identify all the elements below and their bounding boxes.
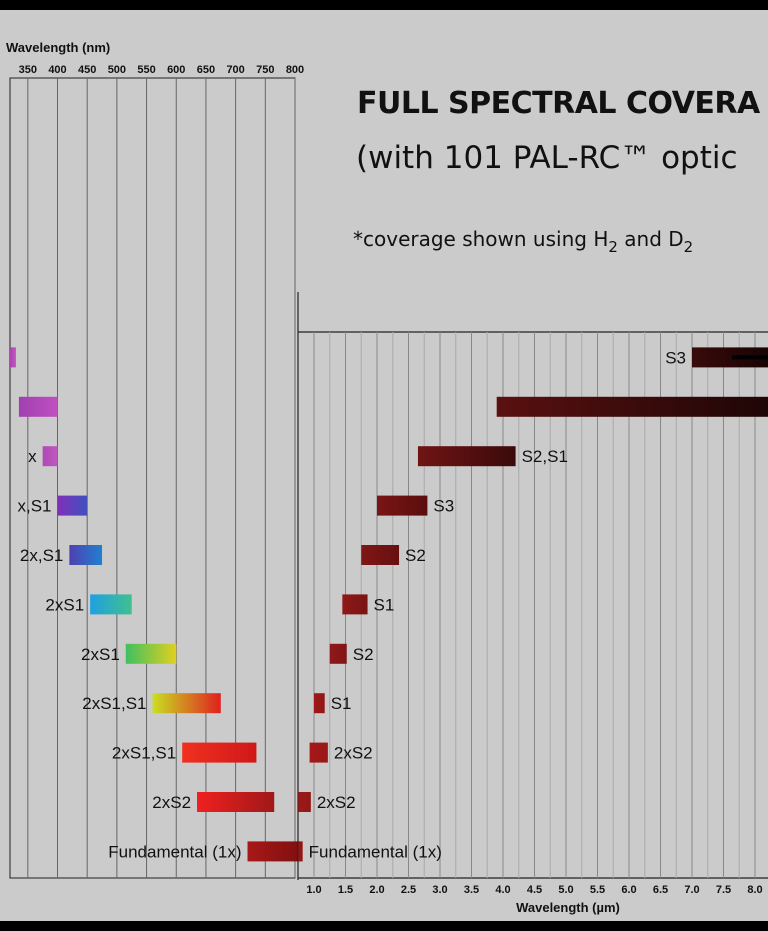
um-bar-4 <box>361 545 400 565</box>
um-bar-label: S2 <box>353 645 374 664</box>
um-tick-label: 2.5 <box>401 884 416 896</box>
nm-tick-label: 800 <box>286 64 304 76</box>
nm-bar-10 <box>247 841 300 862</box>
coverage-note: *coverage shown using H2 and D2 <box>353 227 694 256</box>
um-tick-label: 5.5 <box>590 884 605 896</box>
nm-bar-label: Fundamental (1x) <box>108 842 241 861</box>
um-tick-label: 3.5 <box>464 884 479 896</box>
spectral-coverage-chart: 350 400 450 500 550 600 650 700 750 800 Wavelength… <box>6 40 768 915</box>
nm-tick-label: 600 <box>167 64 185 76</box>
um-bar-5 <box>342 594 368 615</box>
nm-tick-label: 500 <box>108 64 126 76</box>
um-bar-label: Fundamental (1x) <box>309 842 442 861</box>
um-tick-label: 5.0 <box>558 884 573 896</box>
um-bar-8 <box>309 742 328 763</box>
nm-bar-9 <box>197 792 275 812</box>
um-bar-3 <box>377 495 428 516</box>
nm-bar-7 <box>152 693 221 714</box>
um-bar-label: S3 <box>665 348 686 367</box>
nm-bar-8 <box>182 742 257 763</box>
nm-bar-label: 2xS1 <box>81 645 120 664</box>
um-tick-label: 6.5 <box>653 884 668 896</box>
nm-bar-3 <box>57 495 88 516</box>
um-tick-label: 3.0 <box>432 884 447 896</box>
um-bar-1 <box>496 396 768 417</box>
um-bar-9 <box>298 792 311 812</box>
um-bar-label: 2xS2 <box>317 793 356 812</box>
nm-tick-label: 400 <box>48 64 66 76</box>
um-tick-label: 1.0 <box>306 884 321 896</box>
nm-tick-label: 700 <box>226 64 244 76</box>
nm-bar-4 <box>69 545 103 565</box>
nm-tick-label: 650 <box>197 64 215 76</box>
nm-bar-label: 2xS1 <box>45 595 84 614</box>
um-bar-6 <box>329 643 347 664</box>
um-bar-label: S1 <box>374 595 395 614</box>
um-bar-label: 2xS2 <box>334 744 373 763</box>
um-bar-2 <box>417 446 516 467</box>
um-bar-10 <box>298 841 303 862</box>
um-tick-label: 2.0 <box>369 884 384 896</box>
nm-axis-label: Wavelength (nm) <box>6 40 110 55</box>
nm-bar-2 <box>42 446 58 467</box>
nm-bar-label: 2x,S1 <box>20 546 63 565</box>
nm-bar-label: x,S1 <box>17 497 51 516</box>
nm-bar-6 <box>125 643 177 664</box>
nm-bar-label: 2xS1,S1 <box>112 744 176 763</box>
nm-tick-label: 350 <box>19 64 37 76</box>
um-bar-label: S1 <box>331 694 352 713</box>
nm-tick-label: 750 <box>256 64 274 76</box>
um-bar-7 <box>314 693 325 714</box>
um-tick-label: 7.5 <box>716 884 731 896</box>
chart-subtitle: (with 101 PAL-RC™ optic <box>356 140 738 176</box>
nm-bar-1 <box>18 396 58 417</box>
um-tick-label: 1.5 <box>338 884 353 896</box>
nm-tick-label: 550 <box>137 64 155 76</box>
um-bar-0 <box>692 347 768 368</box>
nm-bar-label: 2xS2 <box>152 793 191 812</box>
nm-tick-label: 450 <box>78 64 96 76</box>
um-tick-label: 7.0 <box>684 884 699 896</box>
um-tick-label: 4.0 <box>495 884 510 896</box>
um-bar-label: S2,S1 <box>522 447 568 466</box>
um-tick-label: 4.5 <box>527 884 542 896</box>
nm-bar-0 <box>10 347 16 368</box>
um-tick-label: 6.0 <box>621 884 636 896</box>
chart-title: FULL SPECTRAL COVERA <box>357 86 760 121</box>
um-tick-label: 8.0 <box>747 884 762 896</box>
nm-bar-label: 2xS1,S1 <box>82 694 146 713</box>
nm-bar-5 <box>90 594 132 615</box>
nm-bar-label: x <box>28 447 37 466</box>
chart-canvas: 350 400 450 500 550 600 650 700 750 800 Wavelength… <box>0 10 768 921</box>
um-bar-label: S3 <box>433 497 454 516</box>
um-axis-label: Wavelength (µm) <box>516 900 620 915</box>
um-bar-label: S2 <box>405 546 426 565</box>
